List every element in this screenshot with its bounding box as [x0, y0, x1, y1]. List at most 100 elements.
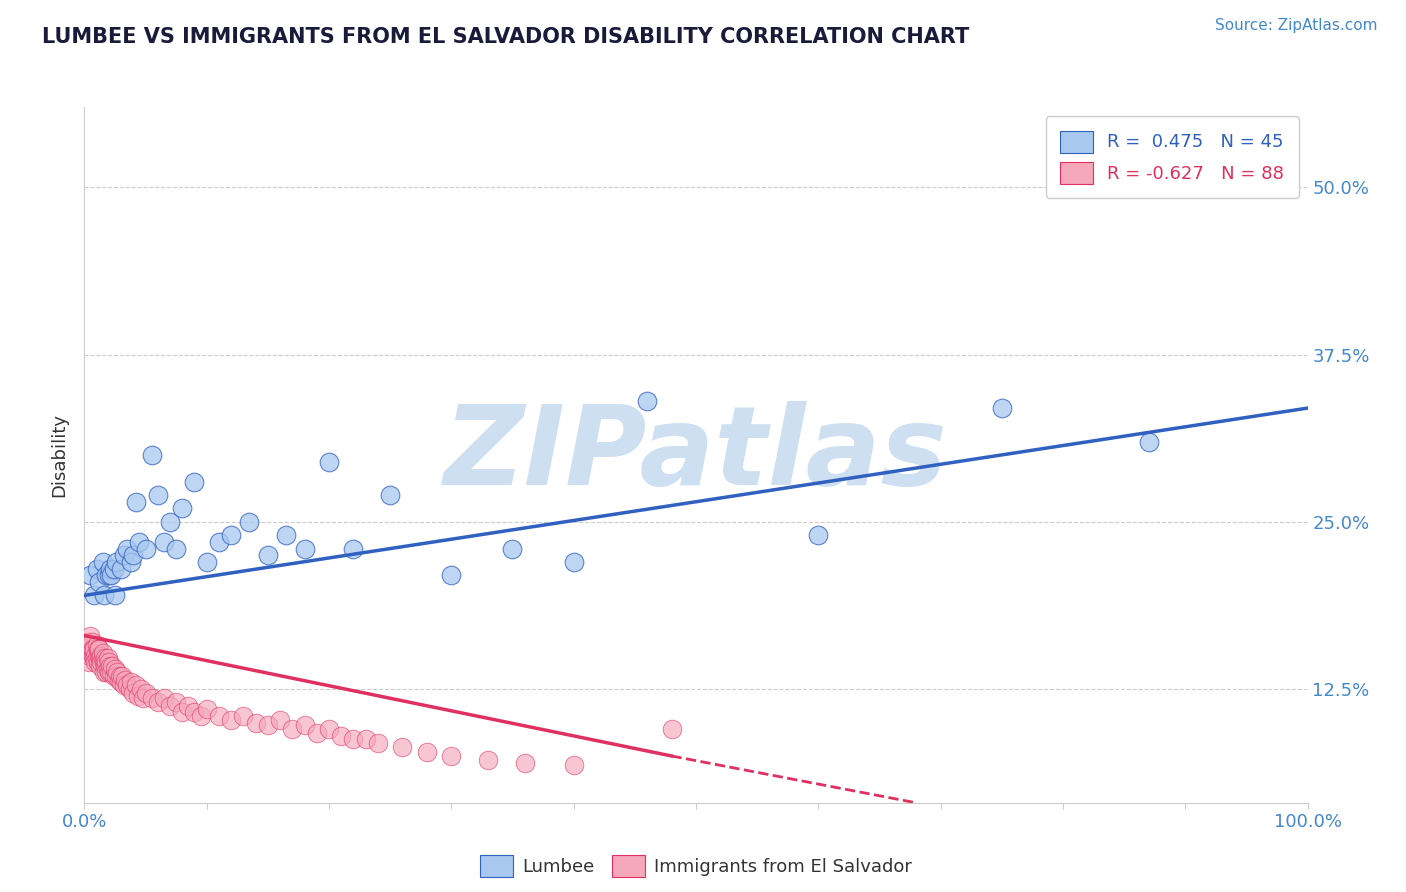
Point: [97, 655, 120, 669]
Point: [190, 708, 212, 723]
Point: [257, 548, 280, 563]
Point: [91, 555, 114, 569]
Point: [104, 589, 127, 603]
Point: [1137, 434, 1160, 449]
Point: [87, 642, 110, 657]
Point: [276, 528, 298, 542]
Point: [96, 655, 118, 669]
Point: [97, 662, 120, 676]
Point: [89, 651, 111, 665]
Y-axis label: Disability: Disability: [51, 413, 69, 497]
Point: [195, 555, 218, 569]
Point: [97, 665, 120, 679]
Point: [115, 541, 138, 556]
Point: [141, 448, 163, 462]
Point: [513, 756, 536, 770]
Point: [79, 568, 101, 582]
Point: [232, 708, 254, 723]
Point: [100, 568, 122, 582]
Point: [120, 555, 142, 569]
Point: [93, 665, 115, 679]
Text: LUMBEE VS IMMIGRANTS FROM EL SALVADOR DISABILITY CORRELATION CHART: LUMBEE VS IMMIGRANTS FROM EL SALVADOR DI…: [42, 27, 969, 46]
Point: [562, 758, 585, 772]
Point: [165, 541, 187, 556]
Point: [391, 739, 413, 754]
Point: [159, 515, 181, 529]
Point: [330, 729, 353, 743]
Point: [195, 702, 218, 716]
Point: [146, 488, 169, 502]
Point: [380, 488, 402, 502]
Point: [208, 535, 231, 549]
Point: [112, 678, 135, 692]
Point: [96, 568, 118, 582]
Point: [153, 691, 176, 706]
Point: [93, 589, 115, 603]
Point: [562, 555, 585, 569]
Point: [183, 705, 205, 719]
Point: [103, 562, 125, 576]
Point: [807, 528, 830, 542]
Point: [76, 642, 98, 657]
Point: [153, 535, 176, 549]
Point: [86, 562, 108, 576]
Legend: R =  0.475   N = 45, R = -0.627   N = 88: R = 0.475 N = 45, R = -0.627 N = 88: [1046, 116, 1299, 198]
Point: [125, 678, 148, 692]
Point: [636, 394, 658, 409]
Point: [219, 528, 242, 542]
Point: [83, 651, 105, 665]
Point: [269, 713, 291, 727]
Point: [122, 686, 145, 700]
Point: [100, 665, 122, 679]
Point: [318, 455, 340, 469]
Point: [118, 681, 141, 696]
Point: [183, 475, 205, 489]
Point: [122, 548, 145, 563]
Point: [107, 673, 129, 687]
Point: [108, 669, 131, 683]
Point: [141, 691, 163, 706]
Point: [104, 662, 127, 676]
Point: [135, 686, 157, 700]
Point: [177, 699, 200, 714]
Point: [79, 648, 101, 663]
Point: [991, 401, 1014, 416]
Point: [354, 731, 377, 746]
Point: [342, 541, 364, 556]
Point: [86, 638, 108, 652]
Point: [87, 648, 110, 663]
Point: [86, 651, 108, 665]
Point: [114, 673, 136, 687]
Point: [77, 655, 100, 669]
Point: [146, 696, 169, 710]
Point: [112, 548, 135, 563]
Point: [294, 541, 316, 556]
Point: [281, 723, 304, 737]
Point: [127, 689, 149, 703]
Point: [84, 648, 107, 663]
Point: [115, 678, 138, 692]
Point: [245, 715, 267, 730]
Text: ZIPatlas: ZIPatlas: [444, 401, 948, 508]
Point: [208, 708, 231, 723]
Point: [172, 501, 194, 516]
Point: [87, 575, 110, 590]
Point: [77, 635, 100, 649]
Point: [93, 655, 115, 669]
Point: [91, 651, 114, 665]
Point: [342, 731, 364, 746]
Point: [172, 705, 194, 719]
Point: [477, 753, 499, 767]
Point: [97, 568, 120, 582]
Point: [98, 562, 121, 576]
Point: [129, 681, 152, 696]
Point: [83, 642, 105, 657]
Point: [159, 699, 181, 714]
Point: [238, 515, 260, 529]
Point: [661, 723, 683, 737]
Point: [89, 659, 111, 673]
Point: [98, 659, 121, 673]
Point: [80, 635, 103, 649]
Point: [79, 628, 101, 642]
Point: [257, 718, 280, 732]
